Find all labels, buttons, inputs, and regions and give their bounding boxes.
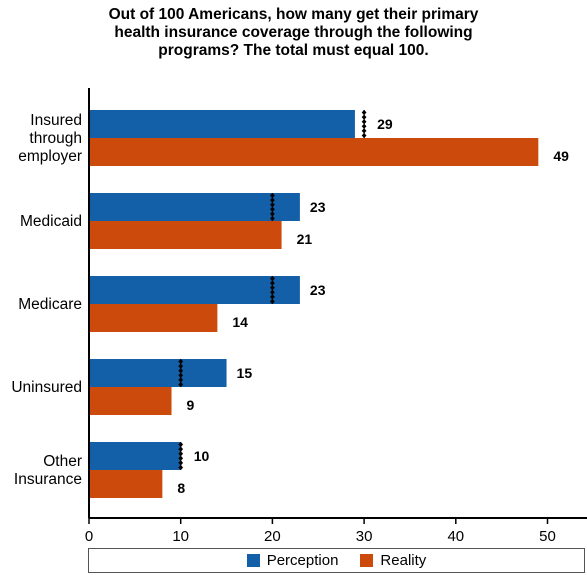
data-label-perception: 15 (237, 365, 253, 381)
median-marker (178, 446, 184, 452)
x-tick-label: 40 (447, 528, 464, 545)
x-tick-label: 0 (85, 528, 93, 545)
data-label-perception: 10 (194, 448, 210, 464)
x-tick-label: 10 (172, 528, 189, 545)
title-line-3: programs? The total must equal 100. (158, 42, 429, 59)
median-marker (270, 294, 275, 300)
bar-reality (89, 304, 218, 332)
bar-perception (89, 110, 355, 138)
legend-item-perception: Perception (246, 552, 339, 569)
median-marker (178, 460, 184, 466)
median-marker (270, 206, 275, 212)
x-tick-label: 30 (356, 528, 373, 545)
data-label-reality: 14 (232, 314, 248, 330)
legend-label-reality: Reality (380, 552, 427, 569)
median-marker (270, 280, 275, 286)
median-marker (178, 372, 184, 378)
legend-swatch-perception (246, 554, 260, 567)
median-marker (270, 192, 275, 199)
median-marker (178, 441, 184, 448)
category-label: employer (18, 148, 82, 165)
category-label: Medicaid (20, 213, 82, 230)
data-label-perception: 23 (310, 282, 326, 298)
median-marker (270, 289, 275, 295)
data-label-perception: 23 (310, 199, 326, 215)
median-marker (270, 197, 275, 203)
data-label-reality: 9 (187, 397, 195, 413)
median-marker (178, 464, 184, 471)
x-tick-label: 50 (539, 528, 556, 545)
category-label: through (29, 130, 82, 147)
legend-label-perception: Perception (266, 552, 339, 569)
median-marker (178, 451, 184, 457)
median-marker (270, 211, 275, 217)
median-marker (270, 275, 275, 282)
category-label: Insurance (14, 471, 82, 488)
bar-reality (89, 138, 539, 166)
median-marker (270, 298, 275, 305)
median-marker (270, 202, 275, 208)
median-marker (178, 363, 184, 369)
legend-item-reality: Reality (360, 552, 426, 569)
median-marker (178, 368, 184, 374)
median-marker (361, 119, 367, 125)
bar-perception (89, 359, 227, 387)
x-tick-label: 20 (264, 528, 281, 545)
bar-reality (89, 387, 172, 415)
title-line-2: health insurance coverage through the fo… (114, 24, 473, 41)
category-label: Insured (30, 112, 82, 129)
bar-perception (89, 276, 300, 304)
median-marker (270, 215, 275, 222)
data-label-perception: 29 (377, 116, 393, 132)
category-label: Medicare (18, 296, 82, 313)
median-marker (361, 128, 367, 134)
category-label: Other (43, 453, 82, 470)
bar-perception (89, 442, 181, 470)
median-marker (270, 285, 275, 291)
legend: Perception Reality (88, 548, 585, 573)
category-label: Uninsured (11, 379, 82, 396)
data-label-reality: 49 (553, 148, 569, 164)
data-label-reality: 8 (177, 480, 185, 496)
data-label-reality: 21 (297, 231, 313, 247)
bar-perception (89, 193, 300, 221)
title-line-1: Out of 100 Americans, how many get their… (108, 6, 479, 23)
median-marker (178, 377, 184, 383)
median-marker (178, 455, 184, 461)
median-marker (178, 358, 184, 365)
median-marker (178, 381, 184, 388)
bar-reality (89, 470, 163, 498)
median-marker (361, 114, 367, 120)
median-marker (361, 109, 367, 116)
median-marker (361, 123, 367, 129)
bar-reality (89, 221, 282, 249)
legend-swatch-reality (360, 554, 374, 567)
median-marker (361, 132, 367, 139)
chart-title: Out of 100 Americans, how many get their… (0, 6, 587, 60)
